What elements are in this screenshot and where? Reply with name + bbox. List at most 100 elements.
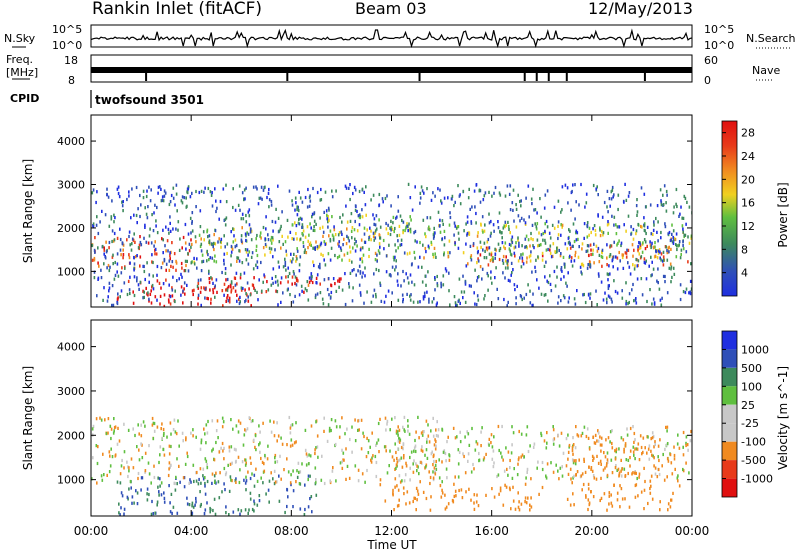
data-cell	[416, 489, 419, 493]
data-cell	[469, 255, 472, 259]
data-cell	[617, 193, 620, 197]
data-cell	[308, 453, 310, 457]
data-cell	[505, 485, 508, 489]
data-cell	[189, 195, 192, 199]
data-cell	[597, 431, 600, 435]
data-cell	[632, 425, 634, 429]
data-cell	[251, 283, 254, 287]
freq-gap-mark	[547, 67, 550, 81]
data-cell	[477, 275, 480, 279]
data-cell	[202, 230, 205, 234]
data-cell	[590, 466, 593, 470]
data-cell	[171, 288, 174, 292]
data-cell	[643, 216, 645, 220]
data-cell	[250, 419, 253, 424]
data-cell	[564, 265, 566, 269]
data-cell	[138, 287, 140, 291]
data-cell	[404, 228, 406, 233]
data-cell	[458, 237, 460, 241]
data-cell	[384, 499, 387, 503]
data-cell	[323, 481, 326, 486]
data-cell	[225, 183, 227, 187]
data-cell	[685, 443, 687, 448]
data-cell	[195, 479, 198, 483]
data-cell	[546, 431, 548, 435]
data-cell	[625, 299, 628, 304]
data-cell	[636, 264, 639, 268]
data-cell	[664, 274, 666, 279]
data-cell	[490, 441, 492, 445]
data-cell	[215, 278, 218, 282]
data-cell	[101, 209, 103, 213]
data-cell	[345, 447, 347, 451]
data-cell	[581, 472, 584, 476]
data-cell	[207, 419, 209, 424]
data-cell	[208, 234, 211, 238]
data-cell	[543, 293, 546, 297]
data-cell	[276, 421, 278, 425]
data-cell	[407, 229, 409, 233]
data-cell	[182, 289, 184, 293]
data-cell	[232, 286, 235, 290]
data-cell	[572, 461, 575, 465]
data-cell	[590, 248, 592, 252]
data-cell	[608, 491, 611, 495]
data-cell	[188, 242, 191, 246]
data-cell	[260, 456, 262, 461]
data-cell	[193, 260, 195, 264]
data-cell	[291, 237, 293, 241]
data-cell	[459, 430, 461, 434]
data-cell	[366, 436, 368, 440]
data-cell	[621, 296, 624, 300]
data-cell	[497, 226, 500, 230]
data-cell	[245, 258, 248, 262]
data-cell	[426, 440, 428, 444]
data-cell	[322, 230, 325, 234]
data-cell	[165, 278, 167, 282]
data-cell	[497, 473, 500, 477]
colorbar-tick-label: 500	[741, 362, 762, 375]
data-cell	[331, 215, 333, 219]
data-cell	[259, 231, 262, 235]
data-cell	[386, 419, 389, 423]
data-cell	[654, 241, 656, 245]
data-cell	[587, 507, 589, 512]
data-cell	[460, 488, 463, 492]
data-cell	[291, 223, 294, 227]
data-cell	[441, 491, 444, 495]
data-cell	[307, 505, 310, 509]
data-cell	[590, 490, 592, 494]
data-cell	[244, 300, 246, 304]
data-cell	[433, 459, 435, 464]
data-cell	[628, 300, 630, 305]
data-cell	[147, 291, 149, 295]
data-cell	[542, 231, 545, 236]
data-cell	[101, 244, 104, 249]
data-cell	[338, 231, 341, 235]
data-cell	[155, 224, 157, 228]
data-cell	[615, 223, 617, 227]
data-cell	[633, 267, 636, 271]
data-cell	[675, 232, 678, 236]
data-cell	[597, 193, 599, 197]
data-cell	[644, 261, 647, 265]
data-cell	[358, 223, 361, 227]
data-cell	[159, 484, 161, 488]
data-cell	[591, 454, 594, 458]
data-cell	[601, 255, 604, 259]
data-cell	[661, 296, 663, 300]
data-cell	[372, 234, 375, 239]
data-cell	[663, 478, 666, 482]
freq-unit-label: [MHz]	[6, 66, 38, 79]
data-cell	[363, 434, 365, 439]
data-cell	[566, 497, 569, 501]
data-cell	[93, 270, 96, 274]
data-cell	[409, 215, 411, 219]
data-cell	[169, 251, 171, 255]
data-cell	[601, 251, 603, 255]
data-cell	[151, 416, 154, 421]
data-cell	[443, 196, 446, 200]
data-cell	[286, 504, 288, 509]
data-cell	[338, 435, 341, 439]
data-cell	[477, 231, 479, 235]
